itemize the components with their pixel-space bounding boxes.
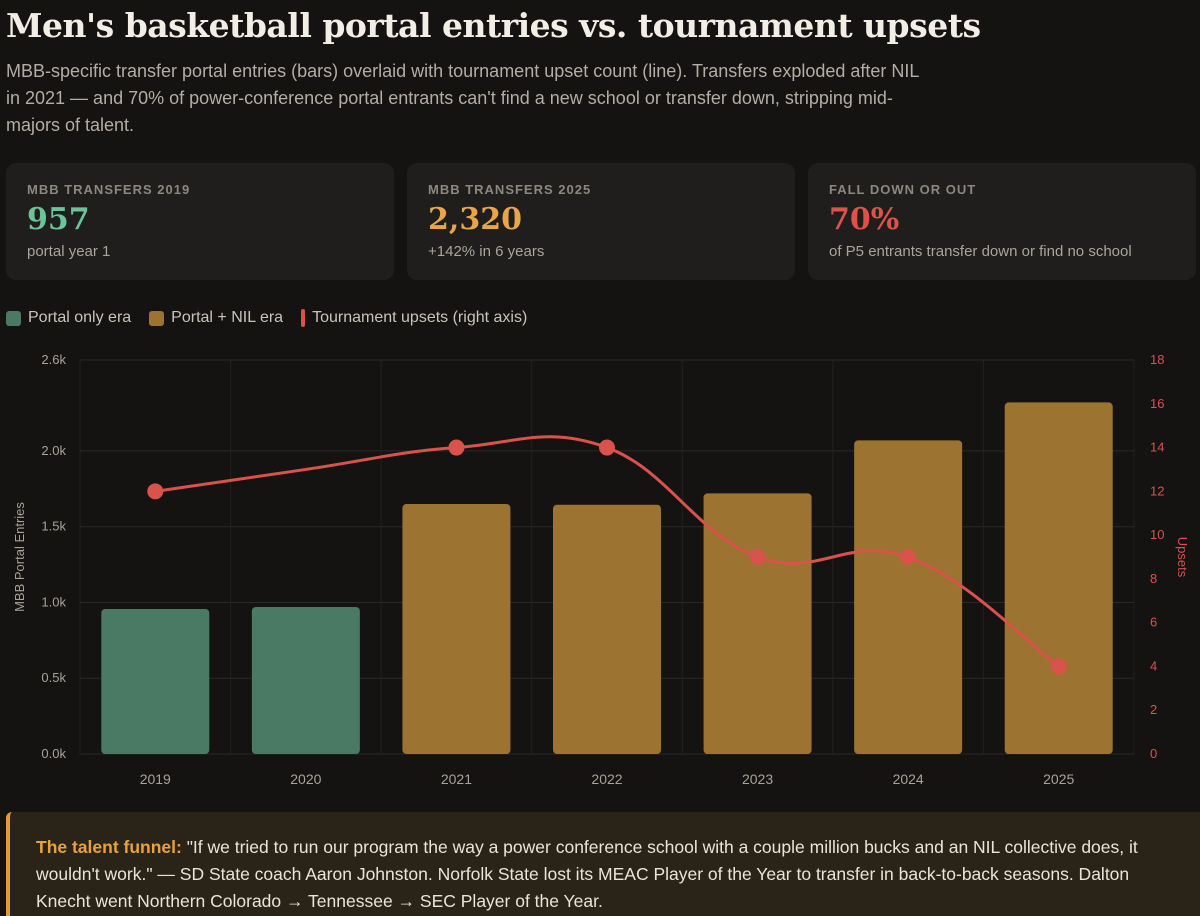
upsets-point-2025: [1050, 658, 1067, 675]
stat-card-transfers-2019: MBB TRANSFERS 2019 957 portal year 1: [6, 163, 394, 280]
y2-tick-label: 12: [1150, 483, 1164, 498]
y2-tick-label: 16: [1150, 396, 1164, 411]
x-tick-label: 2024: [893, 771, 924, 787]
upsets-point-2021: [448, 439, 465, 456]
y2-tick-label: 18: [1150, 352, 1164, 367]
legend-item-portal-only[interactable]: Portal only era: [6, 309, 131, 327]
stat-card-label: MBB TRANSFERS 2019: [27, 182, 191, 197]
upsets-point-2024: [900, 549, 917, 565]
stat-card-fall-down-or-out: FALL DOWN OR OUT 70% of P5 entrants tran…: [808, 163, 1196, 280]
combo-chart: 0.0k 0.5k 1.0k 1.5k 2.0k 2.6k 0 2 4 6 8 10 12 14 16 18 M…: [12, 352, 1190, 787]
y2-tick-label: 4: [1150, 658, 1157, 673]
y2-tick-label: 14: [1150, 440, 1164, 455]
callout-text: "If we tried to run our program the way …: [36, 837, 1138, 911]
legend-item-upsets[interactable]: Tournament upsets (right axis): [301, 309, 527, 327]
legend-label: Portal only era: [28, 309, 132, 326]
stat-card-note: of P5 entrants transfer down or find no …: [829, 243, 1132, 260]
stat-card-transfers-2025: MBB TRANSFERS 2025 2,320 +142% in 6 year…: [407, 163, 795, 280]
y2-tick-label: 8: [1150, 571, 1157, 586]
y-tick-label: 1.0k: [41, 594, 66, 609]
bar-2024: [854, 440, 963, 754]
upsets-point-2022: [599, 439, 615, 456]
legend-item-portal-nil[interactable]: Portal + NIL era: [149, 309, 283, 327]
x-tick-label: 2023: [742, 771, 773, 787]
y2-axis-title: Upsets: [1175, 537, 1190, 578]
page-subtitle: MBB-specific transfer portal entries (ba…: [6, 61, 919, 135]
x-tick-label: 2019: [140, 771, 171, 787]
legend-label: Tournament upsets (right axis): [312, 309, 528, 326]
stat-card-label: FALL DOWN OR OUT: [829, 182, 977, 197]
stat-card-note: +142% in 6 years: [428, 243, 545, 260]
chart-legend: Portal only era Portal + NIL era Tournam…: [6, 306, 545, 330]
x-tick-label: 2021: [441, 771, 472, 787]
y2-tick-label: 6: [1150, 615, 1157, 630]
legend-swatch-upsets: [301, 309, 306, 327]
x-tick-label: 2020: [290, 771, 321, 787]
legend-label: Portal + NIL era: [171, 309, 284, 326]
y-tick-label: 2.6k: [41, 352, 66, 367]
y-tick-label: 0.0k: [41, 746, 66, 761]
bar-2022: [553, 504, 661, 754]
y-tick-label: 1.5k: [41, 519, 66, 534]
upsets-point-2019: [147, 483, 164, 500]
stat-card-value: 70%: [829, 202, 900, 237]
y2-tick-label: 2: [1150, 702, 1157, 717]
y2-tick-label: 0: [1150, 746, 1157, 761]
stat-card-note: portal year 1: [27, 243, 111, 260]
stat-card-value: 2,320: [428, 202, 522, 237]
legend-swatch-portal-nil: [149, 310, 165, 326]
y2-tick-label: 10: [1150, 527, 1164, 542]
legend-swatch-portal-only: [6, 310, 21, 326]
callout-lead: The talent funnel:: [36, 837, 182, 857]
stat-cards: MBB TRANSFERS 2019 957 portal year 1 MBB…: [6, 163, 1200, 280]
bar-2021: [402, 503, 511, 754]
upsets-point-2023: [749, 549, 766, 565]
y-axis-title: MBB Portal Entries: [12, 502, 27, 612]
y-tick-label: 2.0k: [41, 443, 66, 458]
talent-funnel-callout: The talent funnel: "If we tried to run o…: [6, 812, 1200, 916]
x-tick-label: 2022: [591, 771, 622, 787]
bar-2020: [251, 607, 360, 754]
bar-2023: [703, 493, 812, 754]
y-tick-label: 0.5k: [41, 670, 66, 685]
stat-card-label: MBB TRANSFERS 2025: [428, 182, 592, 197]
stat-card-value: 957: [27, 202, 90, 237]
bar-2025: [1004, 402, 1113, 754]
x-tick-label: 2025: [1043, 771, 1074, 787]
bar-2019: [101, 608, 210, 754]
page-title: Men's basketball portal entries vs. tour…: [6, 6, 981, 45]
